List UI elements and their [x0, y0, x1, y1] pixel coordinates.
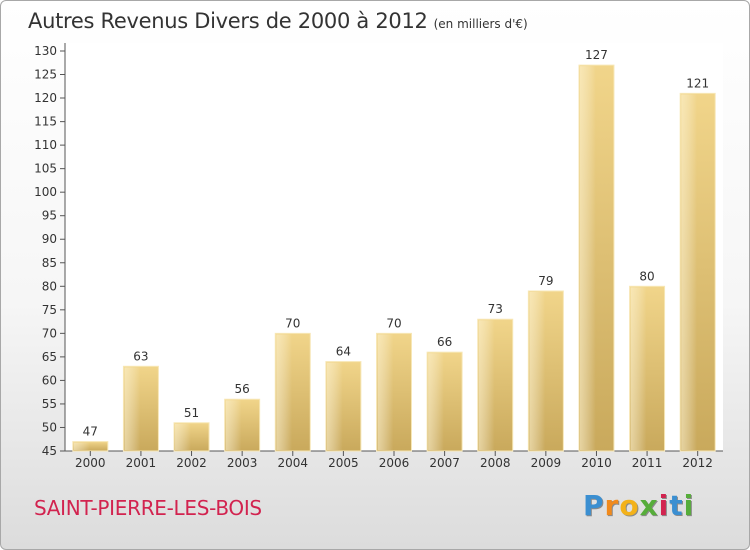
x-tick-label: 2010: [581, 456, 612, 470]
y-tick-label: 125: [34, 68, 57, 82]
y-tick-label: 65: [42, 350, 57, 364]
bar-highlight: [377, 334, 394, 450]
bar-highlight: [276, 334, 293, 450]
y-tick-label: 100: [34, 185, 57, 199]
data-label: 47: [83, 425, 98, 439]
logo-letter: P: [583, 489, 605, 522]
bar-highlight: [478, 320, 495, 450]
logo-letter: i: [683, 489, 695, 522]
chart-title: Autres Revenus Divers de 2000 à 2012 (en …: [28, 9, 528, 33]
x-tick-label: 2005: [328, 456, 359, 470]
y-tick-label: 60: [42, 373, 57, 387]
bar-highlight: [529, 292, 546, 450]
x-tick-label: 2006: [379, 456, 410, 470]
data-label: 66: [437, 335, 452, 349]
y-tick-label: 90: [42, 232, 57, 246]
y-tick-label: 130: [34, 44, 57, 58]
data-label: 79: [538, 274, 553, 288]
y-tick-label: 115: [34, 115, 57, 129]
y-tick-label: 110: [34, 138, 57, 152]
y-tick-label: 75: [42, 303, 57, 317]
x-tick-label: 2007: [429, 456, 460, 470]
logo-letter: x: [639, 489, 659, 522]
y-tick-label: 85: [42, 256, 57, 270]
bar-highlight: [630, 287, 647, 450]
bar-highlight: [326, 362, 343, 450]
data-label: 56: [235, 382, 250, 396]
y-tick-label: 80: [42, 279, 57, 293]
data-label: 63: [133, 349, 148, 363]
data-label: 51: [184, 406, 199, 420]
commune-name: SAINT-PIERRE-LES-BOIS: [34, 496, 262, 520]
data-label: 70: [386, 316, 401, 330]
x-tick-label: 2008: [480, 456, 511, 470]
bar-highlight: [225, 400, 242, 450]
data-label: 127: [585, 48, 608, 62]
logo-letter: o: [619, 489, 640, 522]
bar-highlight: [73, 442, 90, 450]
x-tick-label: 2012: [682, 456, 713, 470]
y-tick-label: 70: [42, 326, 57, 340]
bar-highlight: [124, 367, 141, 450]
x-tick-label: 2011: [632, 456, 663, 470]
logo-letter: r: [604, 489, 620, 522]
data-label: 73: [488, 302, 503, 316]
x-tick-label: 2001: [126, 456, 157, 470]
x-tick-label: 2002: [176, 456, 207, 470]
bar-highlight: [579, 66, 596, 450]
y-tick-label: 95: [42, 209, 57, 223]
chart-title-main: Autres Revenus Divers de 2000 à 2012: [28, 9, 428, 33]
data-label: 80: [639, 269, 654, 283]
x-tick-label: 2009: [531, 456, 562, 470]
x-tick-label: 2004: [277, 456, 308, 470]
logo-letter: t: [669, 489, 684, 522]
bar-highlight: [428, 353, 444, 450]
y-tick-label: 50: [42, 420, 57, 434]
x-tick-label: 2000: [75, 456, 106, 470]
chart-title-unit: (en milliers d'€): [433, 17, 528, 31]
y-tick-label: 55: [42, 397, 57, 411]
x-tick-label: 2003: [227, 456, 258, 470]
data-label: 64: [336, 345, 351, 359]
bar-highlight: [681, 94, 697, 451]
proxiti-logo: Proxiti: [583, 489, 694, 522]
logo-letter: i: [658, 489, 670, 522]
data-label: 70: [285, 316, 300, 330]
y-tick-label: 105: [34, 162, 57, 176]
y-tick-label: 45: [42, 444, 57, 458]
y-tick-label: 120: [34, 91, 57, 105]
data-label: 121: [686, 76, 709, 90]
bar-highlight: [175, 423, 191, 450]
